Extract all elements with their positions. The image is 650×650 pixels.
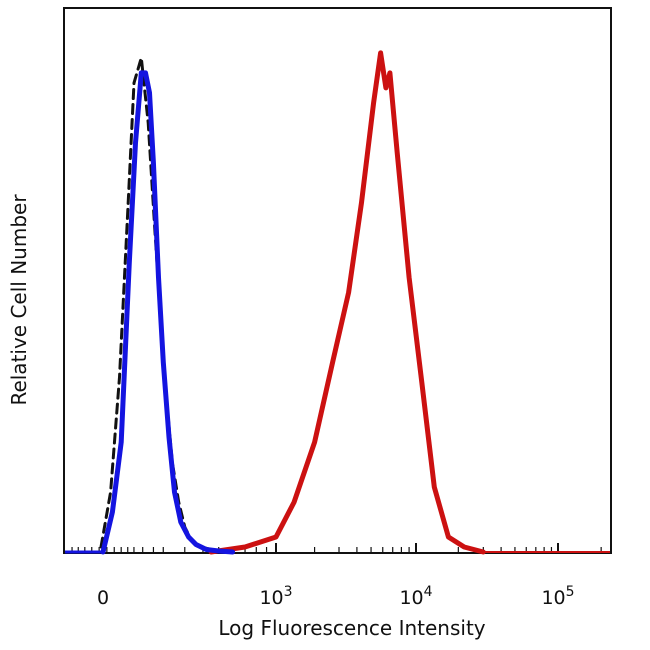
- x-tick-label: 0: [97, 587, 109, 609]
- x-tick-labels: 0 103 104 105: [97, 584, 575, 609]
- x-tick-label: 103: [259, 584, 292, 609]
- x-minor-ticks: [71, 547, 602, 553]
- red-histogram-line: [208, 50, 486, 555]
- x-tick-label: 105: [541, 584, 574, 609]
- dashed-histogram-line: [99, 56, 229, 554]
- y-axis-title: Relative Cell Number: [7, 194, 31, 406]
- x-axis-title: Log Fluorescence Intensity: [218, 616, 485, 640]
- blue-histogram-line: [100, 70, 236, 555]
- x-tick-label: 104: [399, 584, 432, 609]
- plot-frame: [63, 7, 612, 554]
- series-layer: [65, 50, 610, 555]
